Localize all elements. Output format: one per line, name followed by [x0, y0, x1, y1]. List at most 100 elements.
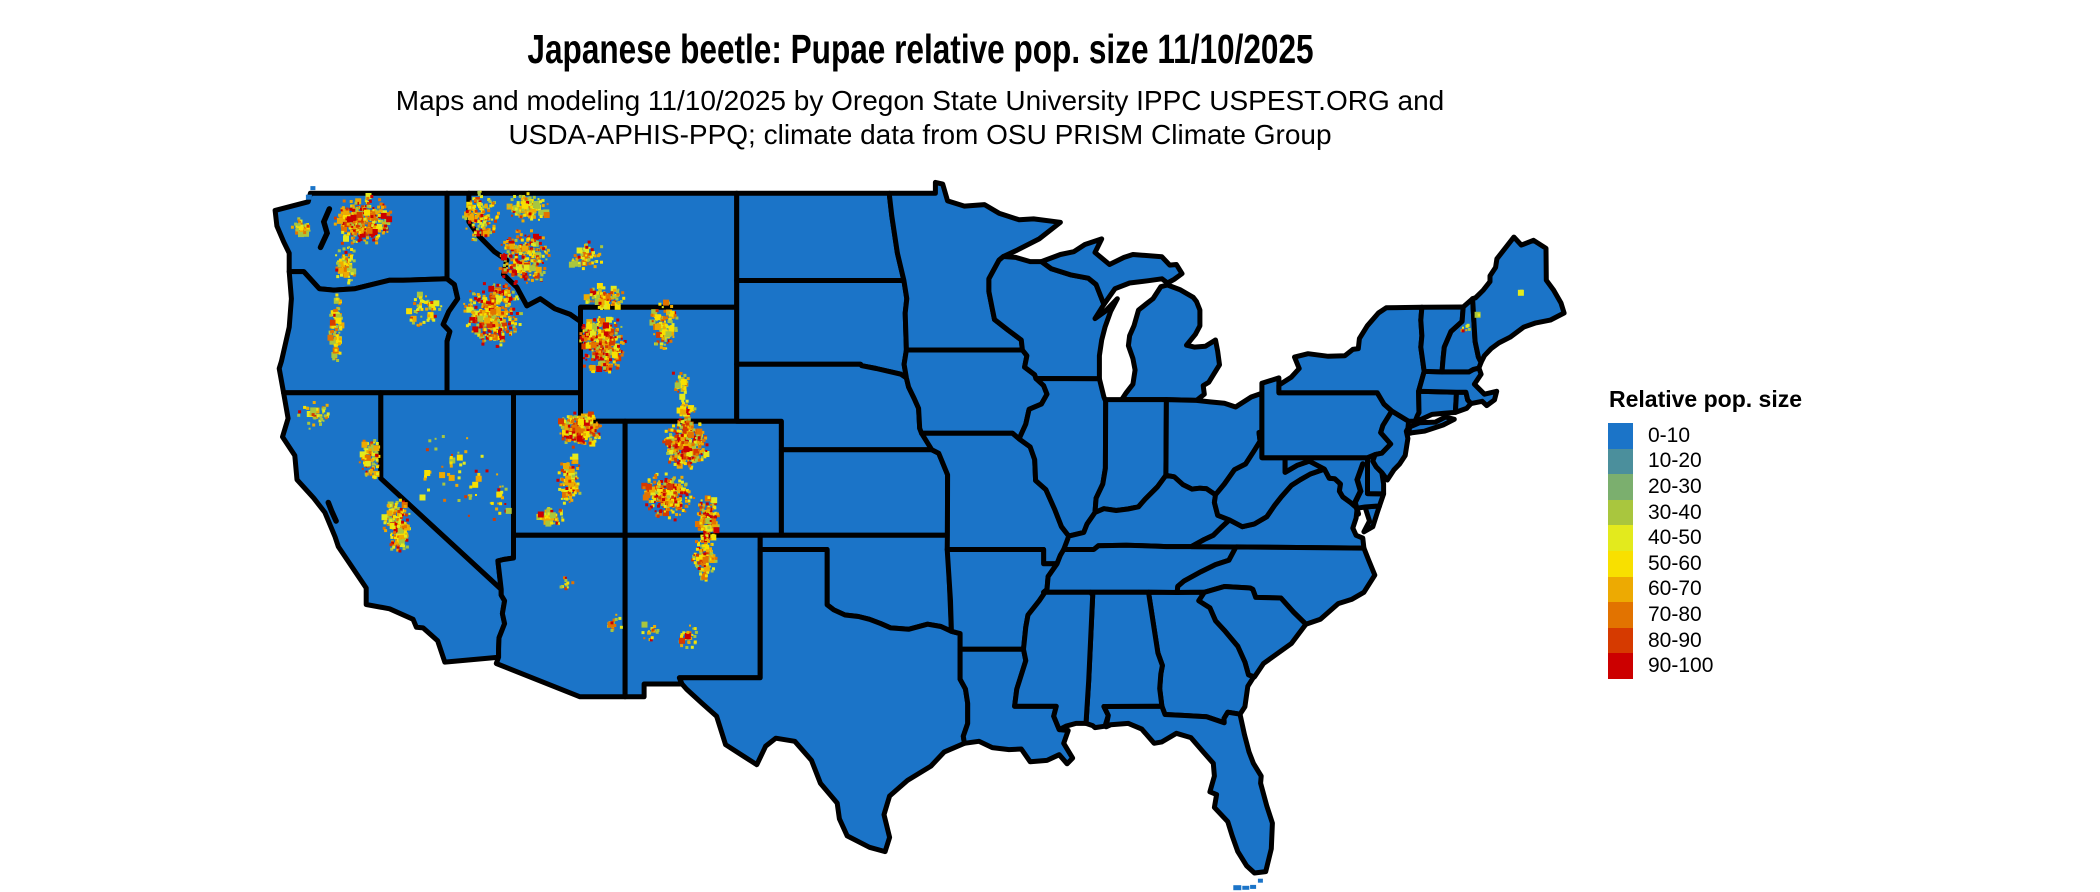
pop-dot	[480, 195, 483, 199]
bay-squiggle	[317, 206, 333, 251]
pop-dot	[603, 300, 607, 304]
pop-dot	[693, 627, 697, 631]
pop-dot	[566, 421, 570, 425]
pop-dot	[583, 294, 590, 301]
pop-dot	[562, 484, 565, 487]
pop-dot	[668, 428, 672, 432]
pop-dot	[525, 243, 528, 246]
pop-dot	[360, 230, 364, 234]
legend-item: 80-90	[1608, 627, 1802, 654]
pop-dot	[689, 409, 693, 413]
pop-dot	[558, 418, 564, 425]
pop-dot	[660, 480, 663, 484]
pop-dot	[600, 345, 604, 349]
pop-dot	[521, 219, 525, 223]
pop-dot	[591, 358, 594, 361]
pop-dot	[565, 487, 569, 490]
pop-dot	[714, 515, 717, 519]
pop-dot	[617, 301, 621, 304]
pop-dot	[483, 220, 487, 224]
pop-dot	[401, 500, 405, 504]
pop-dot	[419, 296, 422, 300]
pop-dot	[335, 328, 338, 332]
pop-dot	[472, 481, 479, 488]
pop-dot	[536, 516, 540, 520]
pop-dot	[338, 258, 342, 262]
pop-dot	[490, 501, 494, 505]
pop-dot	[714, 511, 718, 515]
pop-dot	[579, 339, 583, 343]
pop-dot	[528, 196, 532, 200]
pop-dot	[458, 470, 462, 474]
pop-dot	[662, 498, 665, 502]
pop-dot	[562, 492, 568, 498]
pop-dot	[661, 486, 665, 490]
pop-dot	[595, 349, 599, 353]
pop-dot	[545, 515, 549, 519]
pop-dot	[416, 304, 420, 308]
pop-dot	[574, 415, 578, 419]
pop-dot	[403, 521, 406, 524]
pop-dot	[422, 320, 426, 324]
pop-dot	[565, 583, 569, 587]
pop-dot	[583, 357, 585, 360]
pop-dot	[475, 228, 479, 232]
pop-dot	[515, 210, 519, 214]
pop-dot	[603, 366, 606, 370]
pop-dot	[404, 513, 408, 517]
pop-dot	[383, 228, 386, 232]
pop-dot	[620, 353, 624, 357]
pop-dot	[703, 455, 707, 459]
pop-dot	[486, 322, 493, 328]
pop-dot	[532, 274, 535, 277]
pop-dot	[679, 457, 686, 463]
pop-dot	[511, 297, 514, 300]
pop-dot	[477, 224, 481, 228]
pop-dot	[702, 516, 706, 520]
pop-dot	[433, 307, 437, 311]
pop-dot	[615, 327, 619, 331]
pop-dot	[386, 524, 389, 527]
legend-items: 0-10 10-20 20-30 30-40 40-50 50-60 60-70 70-80 8…	[1608, 423, 1802, 679]
pop-dot	[679, 441, 683, 444]
pop-dot	[524, 242, 527, 245]
pop-dot	[693, 634, 697, 638]
pop-dot	[682, 419, 686, 423]
pop-dot	[677, 451, 680, 455]
pop-dot	[374, 220, 377, 223]
pop-dot	[463, 302, 466, 305]
pop-dot	[679, 637, 685, 644]
pop-dot	[595, 260, 599, 263]
pop-dot	[682, 427, 689, 434]
pop-dot	[559, 512, 563, 516]
pop-dot	[565, 430, 569, 434]
pop-dot	[340, 207, 344, 211]
pop-dot	[482, 216, 486, 220]
pop-dot	[690, 645, 694, 649]
legend-label: 20-30	[1648, 474, 1702, 498]
pop-dot	[703, 536, 707, 540]
pop-dot	[572, 489, 576, 493]
pop-dot	[347, 278, 351, 282]
pop-dot	[696, 555, 702, 562]
pop-dot	[693, 458, 695, 461]
pop-dot	[434, 447, 438, 451]
pop-dot	[512, 298, 515, 300]
pop-dot	[532, 250, 536, 254]
pop-dot	[505, 304, 509, 308]
pop-dot	[695, 540, 698, 544]
pop-dot	[583, 441, 587, 445]
pop-dot	[368, 451, 372, 455]
pop-dot	[654, 314, 661, 321]
pop-dot	[585, 354, 589, 358]
pop-dot	[319, 415, 323, 419]
pop-dot	[565, 475, 572, 482]
pop-dot	[476, 220, 480, 224]
pop-dot	[674, 326, 678, 330]
pop-dot	[510, 198, 514, 202]
pop-dot	[519, 215, 523, 219]
pop-dot	[678, 459, 681, 462]
pop-dot	[513, 282, 517, 285]
pop-dot	[331, 325, 335, 329]
pop-dot	[667, 492, 671, 496]
